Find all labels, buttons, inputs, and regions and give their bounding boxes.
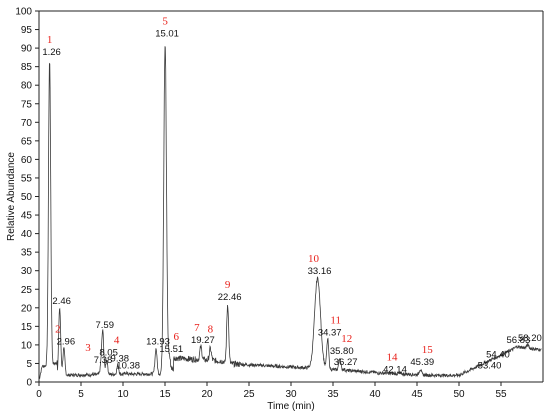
peak-compound-number: 12 <box>341 333 352 345</box>
peak-rt-label: 19.27 <box>191 335 215 346</box>
peak-rt-label: 22.46 <box>218 292 242 303</box>
peak-rt-label: 45.39 <box>410 357 434 368</box>
peak-rt-label: 8.05 <box>99 348 118 359</box>
x-tick-label: 50 <box>453 389 465 400</box>
peak-rt-label: 58.20 <box>518 333 542 344</box>
y-tick-label: 55 <box>21 173 33 184</box>
peak-rt-label: 13.93 <box>146 337 170 348</box>
x-axis-title: Time (min) <box>267 401 314 411</box>
x-tick-label: 25 <box>243 389 255 400</box>
peak-rt-label: 34.37 <box>318 327 342 338</box>
y-tick-label: 35 <box>21 248 33 259</box>
x-tick-label: 20 <box>201 389 213 400</box>
peak-compound-number: 10 <box>308 253 320 265</box>
x-tick-label: 15 <box>159 389 171 400</box>
peak-rt-label: 2.96 <box>57 337 76 348</box>
x-tick-label: 35 <box>327 389 339 400</box>
y-tick-label: 20 <box>21 303 33 314</box>
x-tick-label: 0 <box>36 389 42 400</box>
peak-rt-label: 7.38 <box>94 355 113 366</box>
peak-compound-number: 11 <box>330 314 341 326</box>
peak-rt-label: 35.80 <box>330 346 354 357</box>
peak-rt-label: 1.26 <box>42 47 61 58</box>
y-tick-label: 15 <box>21 322 33 333</box>
peak-compound-number: 2 <box>55 324 61 336</box>
peak-compound-number: 9 <box>225 279 231 291</box>
y-tick-label: 50 <box>21 192 33 203</box>
peak-rt-label: 7.59 <box>96 320 115 331</box>
peak-compound-number: 7 <box>194 322 200 334</box>
peak-rt-label: 53.40 <box>478 361 502 372</box>
y-axis-title: Relative Abundance <box>6 152 17 241</box>
y-tick-label: 60 <box>21 155 33 166</box>
peak-compound-number: 14 <box>386 351 398 363</box>
y-tick-label: 75 <box>21 99 33 110</box>
peak-compound-number: 6 <box>174 331 180 343</box>
y-tick-label: 45 <box>21 211 33 222</box>
peak-compound-number: 4 <box>114 335 120 347</box>
peak-compound-number: 15 <box>422 344 434 356</box>
y-tick-label: 30 <box>21 266 33 277</box>
x-ticks: 0 5 10 15 20 25 30 35 40 45 50 55 <box>36 382 507 400</box>
x-tick-label: 45 <box>411 389 423 400</box>
peak-rt-label: 42.14 <box>383 364 407 375</box>
axes <box>38 10 544 383</box>
peak-compound-number: 8 <box>208 324 214 336</box>
y-tick-label: 65 <box>21 136 33 147</box>
y-tick-label: 95 <box>21 25 33 36</box>
peak-rt-label: 2.46 <box>52 296 71 307</box>
peak-compound-number: 3 <box>85 342 91 354</box>
peak-compound-number: 5 <box>162 16 168 28</box>
x-tick-label: 40 <box>369 389 381 400</box>
chromatogram-trace <box>38 46 542 381</box>
x-tick-label: 5 <box>78 389 84 400</box>
x-tick-label: 10 <box>117 389 129 400</box>
y-tick-label: 40 <box>21 229 33 240</box>
y-tick-label: 90 <box>21 44 33 55</box>
peak-rt-label: 36.27 <box>334 357 358 368</box>
peak-compound-number: 1 <box>47 34 53 46</box>
y-ticks: 0 5 10 15 20 25 30 35 40 45 50 55 60 65 70 75 80 85 90 95 10… <box>15 7 39 389</box>
peak-rt-label: 56.83 <box>506 335 530 346</box>
peak-rt-label: 15.01 <box>155 29 179 40</box>
y-tick-label: 10 <box>21 340 33 351</box>
x-tick-label: 30 <box>285 389 297 400</box>
y-tick-label: 85 <box>21 62 33 73</box>
y-tick-label: 25 <box>21 285 33 296</box>
y-tick-label: 0 <box>26 378 32 389</box>
peak-rt-label: 54.40 <box>486 350 510 361</box>
x-tick-label: 55 <box>495 389 507 400</box>
peak-rt-label: 9.38 <box>111 353 130 364</box>
peak-rt-label: 33.16 <box>308 266 332 277</box>
y-tick-label: 100 <box>15 7 32 18</box>
y-tick-label: 5 <box>26 359 32 370</box>
peak-rt-label: 10.38 <box>116 361 140 372</box>
peak-rt-label: 15.51 <box>159 344 183 355</box>
y-tick-label: 80 <box>21 81 33 92</box>
y-tick-label: 70 <box>21 118 33 129</box>
